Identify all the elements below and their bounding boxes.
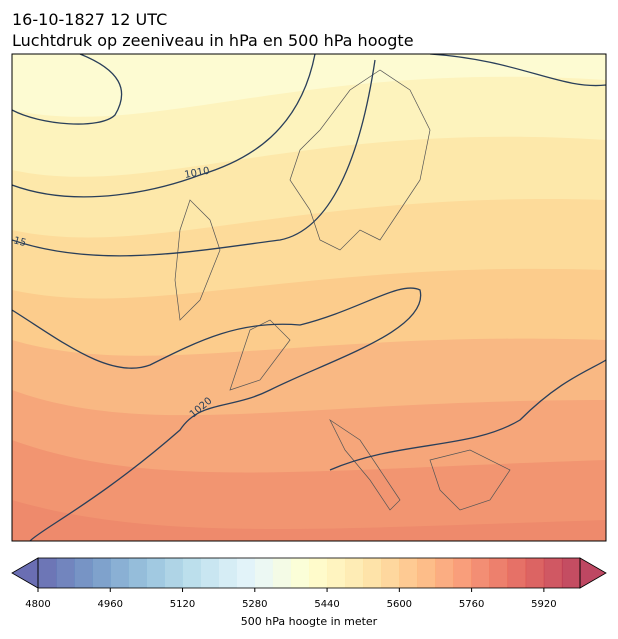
colorbar-segment [435, 558, 454, 588]
colorbar-segment [363, 558, 382, 588]
contour-label: 1010 [184, 166, 211, 181]
colorbar-tick-label: 5920 [531, 599, 556, 610]
colorbar-segment [381, 558, 400, 588]
colorbar-segment [92, 558, 111, 588]
colorbar-segment [146, 558, 165, 588]
colorbar-extend [11, 557, 39, 589]
colorbar-segment [200, 558, 219, 588]
colorbar-segment [128, 558, 147, 588]
colorbar-label: 500 hPa hoogte in meter [241, 615, 378, 628]
colorbar-segment [453, 558, 472, 588]
title-line: Luchtdruk op zeeniveau in hPa en 500 hPa… [12, 31, 414, 50]
colorbar-segment [561, 558, 581, 588]
map: 1010 15 1020 [12, 54, 606, 541]
colorbar-segment [489, 558, 509, 588]
colorbar-segment [182, 558, 201, 588]
colorbar-segment [471, 558, 490, 588]
colorbar-segment [345, 558, 364, 588]
colorbar-segment [56, 558, 75, 588]
title-line: 16-10-1827 12 UTC [12, 10, 167, 29]
colorbar-tick-label: 4800 [25, 599, 50, 610]
colorbar-segment [110, 558, 129, 588]
colorbar-tick-label: 5440 [314, 599, 339, 610]
colorbar-frame [37, 557, 581, 589]
colorbar-extend [579, 557, 607, 589]
colorbar-segment [164, 558, 183, 588]
colorbar-segment [38, 558, 57, 588]
colorbar-segment [525, 558, 545, 588]
colorbar-segment [254, 558, 274, 588]
colorbar-segment [309, 558, 328, 588]
colorbar-tick-label: 5120 [170, 599, 195, 610]
colorbar: 4800 4960 5120 5280 5440 5600 5760 5920 [11, 557, 607, 610]
colorbar-segment [236, 558, 256, 588]
colorbar-segment [543, 558, 563, 588]
colorbar-segment [272, 558, 292, 588]
colorbar-segment [218, 558, 238, 588]
contour-label: 15 [12, 235, 27, 249]
colorbar-segment [327, 558, 346, 588]
colorbar-segment [417, 558, 436, 588]
colorbar-tick-label: 5760 [459, 599, 484, 610]
colorbar-tick-label: 4960 [98, 599, 123, 610]
colorbar-segment [290, 558, 310, 588]
colorbar-tick-label: 5600 [387, 599, 412, 610]
colorbar-tick-label: 5280 [242, 599, 267, 610]
map-frame [11, 53, 607, 542]
colorbar-segment [507, 558, 527, 588]
colorbar-segment [74, 558, 93, 588]
colorbar-segment [399, 558, 418, 588]
